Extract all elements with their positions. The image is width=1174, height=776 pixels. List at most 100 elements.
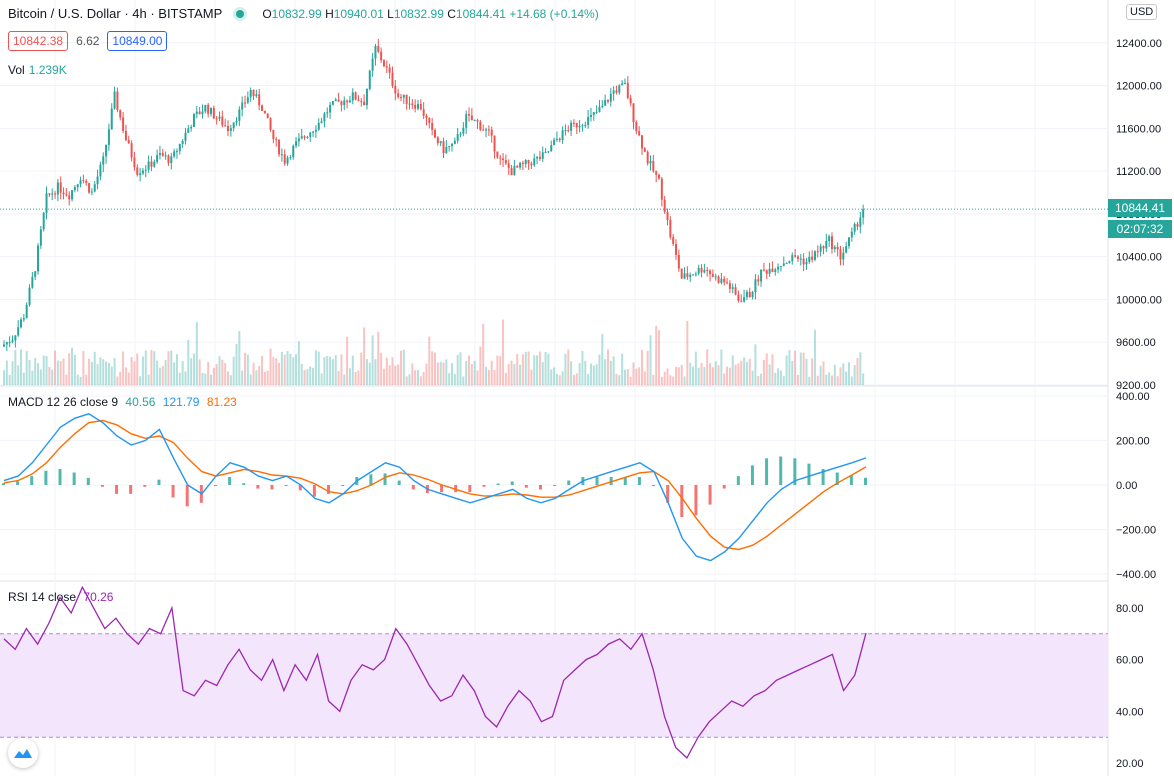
- macd-tick-label: 200.00: [1116, 436, 1150, 448]
- volume-bar: [728, 367, 731, 385]
- candle-body: [181, 140, 184, 144]
- candle-body: [819, 246, 822, 252]
- macd-histogram-bar: [849, 475, 853, 485]
- volume-bar: [238, 331, 241, 385]
- buy-button[interactable]: 10849.00: [107, 31, 168, 51]
- volume-bar: [779, 370, 782, 385]
- volume-bar: [122, 351, 125, 385]
- price-axis[interactable]: 9200.009600.0010000.0010400.0010800.0011…: [1116, 38, 1162, 770]
- macd-histogram-bar: [44, 470, 48, 485]
- macd-legend[interactable]: MACD 12 26 close 9 40.56 121.79 81.23: [8, 395, 237, 409]
- macd-line: [3, 413, 867, 562]
- price-pane[interactable]: [0, 38, 1108, 352]
- volume-bar: [524, 351, 527, 385]
- volume-bar: [377, 331, 380, 385]
- volume-bar: [244, 352, 247, 385]
- candle-body: [658, 174, 661, 179]
- volume-legend[interactable]: Vol 1.239K: [8, 63, 67, 77]
- volume-bar: [547, 353, 550, 385]
- candle-body: [156, 154, 159, 162]
- volume-bar: [768, 364, 771, 385]
- volume-bar: [839, 367, 842, 385]
- volume-bar: [204, 373, 207, 385]
- candle-body: [357, 99, 360, 102]
- macd-histogram-bar: [736, 476, 740, 485]
- macd-histogram-bar: [115, 485, 119, 494]
- macd-histogram-bar: [595, 476, 599, 485]
- candle-body: [218, 116, 221, 119]
- candle-body: [326, 112, 329, 114]
- candle-body: [675, 243, 678, 255]
- tradingview-logo-icon[interactable]: [8, 738, 38, 768]
- candle-body: [604, 100, 607, 106]
- volume-bar: [249, 374, 252, 385]
- candle-body: [816, 251, 819, 253]
- volume-bar: [859, 352, 862, 385]
- candle-body: [346, 100, 349, 103]
- candle-body: [147, 161, 150, 170]
- candle-body: [638, 131, 641, 136]
- macd-histogram-bar: [284, 485, 288, 486]
- volume-bar: [317, 351, 320, 385]
- candle-body: [232, 122, 235, 129]
- candle-body: [37, 245, 40, 272]
- candle-body: [68, 195, 71, 200]
- candle-body: [51, 193, 54, 195]
- volume-bar: [601, 334, 604, 385]
- macd-pane[interactable]: [2, 413, 867, 562]
- rsi-legend[interactable]: RSI 14 close 70.26: [8, 590, 114, 604]
- candle-body: [54, 193, 57, 195]
- volume-bar: [853, 365, 856, 385]
- macd-histogram-bar: [722, 485, 726, 489]
- symbol-title[interactable]: Bitcoin / U.S. Dollar · 4h · BITSTAMP: [8, 6, 223, 21]
- volume-bar: [42, 355, 45, 385]
- candle-body: [388, 67, 391, 73]
- macd-histogram-bar: [171, 485, 175, 498]
- candle-body: [127, 140, 130, 144]
- candle-body: [720, 278, 723, 283]
- candle-body: [632, 103, 635, 123]
- rsi-pane[interactable]: [0, 585, 1108, 759]
- candle-body: [48, 193, 51, 195]
- spread-value: 6.62: [76, 34, 100, 48]
- candle-body: [105, 144, 108, 157]
- candle-body: [320, 121, 323, 123]
- volume-bar: [229, 375, 232, 385]
- macd-histogram-bar: [2, 483, 5, 485]
- volume-bar: [680, 364, 683, 385]
- candle-body: [476, 120, 479, 122]
- candle-body: [65, 194, 68, 196]
- candle-body: [745, 291, 748, 298]
- volume-bar: [541, 361, 544, 385]
- candle-body: [425, 115, 428, 119]
- candle-body: [700, 267, 703, 273]
- volume-bar: [513, 363, 516, 385]
- currency-badge[interactable]: USD: [1126, 4, 1158, 20]
- sell-button[interactable]: 10842.38: [8, 31, 69, 51]
- candle-body: [252, 90, 255, 97]
- candle-body: [17, 327, 20, 336]
- volume-bar: [102, 359, 105, 385]
- candle-body: [408, 103, 411, 105]
- volume-bar: [192, 353, 195, 385]
- volume-bar: [717, 365, 720, 385]
- volume-bar: [652, 374, 655, 385]
- candle-body: [538, 156, 541, 159]
- volume-bar: [428, 336, 431, 385]
- candle-body: [124, 130, 127, 141]
- candle-body: [195, 111, 198, 115]
- candle-body: [686, 273, 689, 277]
- volume-bar: [726, 366, 729, 385]
- volume-bar: [90, 361, 93, 385]
- volume-bar: [448, 373, 451, 385]
- volume-bar: [581, 350, 584, 385]
- macd-histogram-bar: [341, 485, 345, 486]
- candle-body: [479, 121, 482, 130]
- volume-bar: [292, 357, 295, 385]
- macd-histogram-bar: [369, 474, 373, 485]
- candle-body: [845, 246, 848, 253]
- candle-body: [487, 129, 490, 131]
- volume-bar: [640, 349, 643, 385]
- candle-body: [266, 113, 269, 119]
